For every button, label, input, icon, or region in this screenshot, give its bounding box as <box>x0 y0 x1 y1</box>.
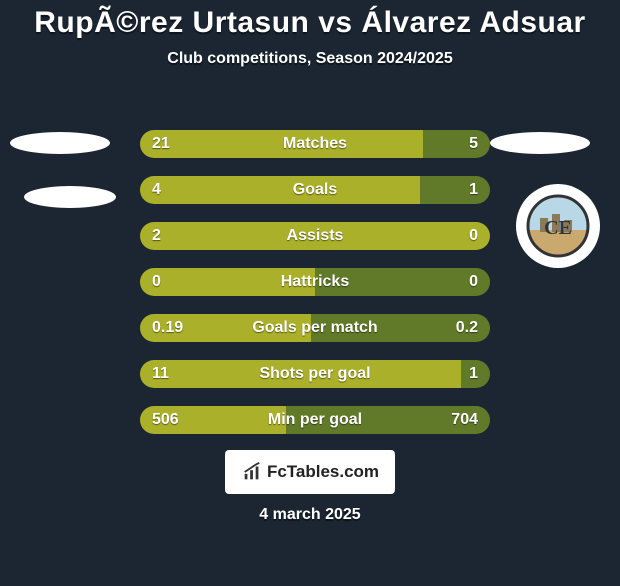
branding-text: FcTables.com <box>267 462 379 482</box>
stat-label: Min per goal <box>140 406 490 434</box>
club-badge: CE <box>516 184 600 268</box>
stat-label: Shots per goal <box>140 360 490 388</box>
chart-icon <box>241 461 263 483</box>
stat-row: 20Assists <box>140 222 490 250</box>
stat-label: Matches <box>140 130 490 158</box>
subtitle: Club competitions, Season 2024/2025 <box>0 50 620 68</box>
stat-row: 215Matches <box>140 130 490 158</box>
svg-text:CE: CE <box>544 217 572 239</box>
stat-label: Hattricks <box>140 268 490 296</box>
shield-icon: CE <box>522 190 594 262</box>
page-title: RupÃ©rez Urtasun vs Álvarez Adsuar <box>0 6 620 40</box>
stat-label: Assists <box>140 222 490 250</box>
stat-row: 41Goals <box>140 176 490 204</box>
placeholder-icon <box>10 132 110 154</box>
placeholder-icon <box>490 132 590 154</box>
comparison-bars: 215Matches 41Goals 20Assists 00Hattricks 0.1… <box>140 130 490 452</box>
stat-row: 0.190.2Goals per match <box>140 314 490 342</box>
stat-row: 00Hattricks <box>140 268 490 296</box>
date-label: 4 march 2025 <box>0 506 620 524</box>
stat-label: Goals <box>140 176 490 204</box>
stat-row: 111Shots per goal <box>140 360 490 388</box>
placeholder-icon <box>24 186 116 208</box>
branding: FcTables.com <box>225 450 395 494</box>
stat-row: 506704Min per goal <box>140 406 490 434</box>
stat-label: Goals per match <box>140 314 490 342</box>
